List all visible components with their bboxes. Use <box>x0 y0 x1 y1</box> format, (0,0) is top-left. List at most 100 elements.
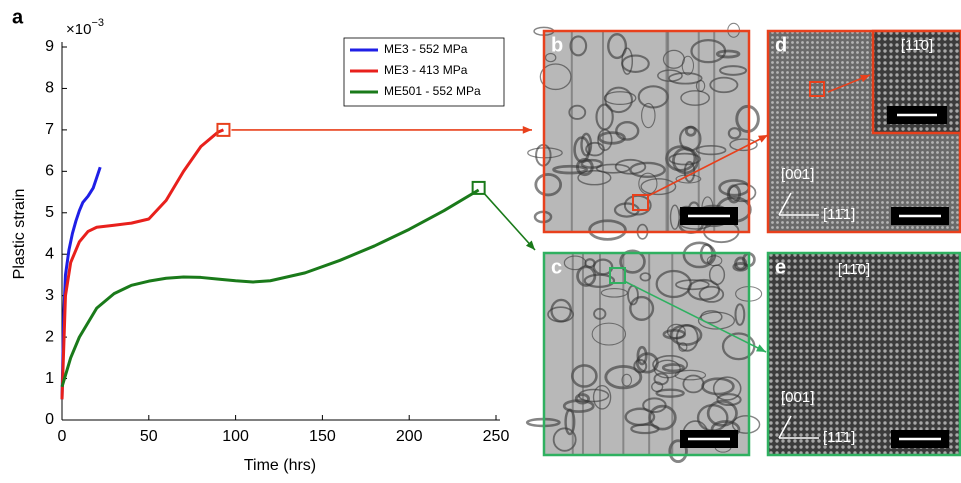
axis-arrow <box>778 192 792 216</box>
texture <box>697 311 736 330</box>
texture <box>595 163 631 174</box>
texture <box>682 241 717 269</box>
texture <box>735 104 760 133</box>
texture <box>642 397 667 414</box>
texture <box>578 388 610 403</box>
texture <box>657 69 683 82</box>
texture <box>709 76 739 94</box>
panel-border <box>542 251 751 457</box>
texture <box>674 369 707 381</box>
panel-border <box>542 29 751 234</box>
texture <box>675 324 699 352</box>
texture <box>621 54 650 73</box>
highlight-marker <box>471 180 486 195</box>
texture <box>629 295 655 321</box>
y-tick-label: 3 <box>45 287 54 304</box>
x-tick-label: 0 <box>58 428 67 445</box>
texture <box>573 136 591 163</box>
texture <box>607 33 628 60</box>
legend-label: ME501 - 552 MPa <box>384 84 481 98</box>
texture <box>629 161 666 179</box>
texture <box>597 128 613 151</box>
panel-label: e <box>775 256 786 278</box>
texture <box>544 52 557 63</box>
texture <box>619 249 646 274</box>
texture <box>576 265 597 287</box>
y-tick-label: 6 <box>45 163 54 180</box>
axis-label: [11̄1] <box>823 206 855 223</box>
arrow-head <box>525 240 535 250</box>
texture <box>630 423 660 435</box>
arrow-head <box>522 125 532 134</box>
highlight-marker <box>216 122 231 137</box>
arrow <box>647 134 769 197</box>
texture <box>550 298 573 323</box>
x-tick-label: 50 <box>140 428 158 445</box>
panel-label: b <box>551 34 563 56</box>
texture <box>591 322 627 346</box>
panel-border <box>766 251 961 457</box>
texture <box>655 269 692 299</box>
texture <box>728 183 757 203</box>
texture <box>715 49 741 59</box>
texture <box>668 439 688 464</box>
x-tick-label: 200 <box>396 428 423 445</box>
panel-label: c <box>551 256 562 278</box>
y-tick-label: 4 <box>45 245 54 262</box>
texture <box>732 261 749 272</box>
texture <box>652 355 689 375</box>
texture <box>661 363 685 373</box>
y-tick-label: 2 <box>45 328 54 345</box>
data-line <box>60 166 102 400</box>
x-tick-label: 150 <box>309 428 336 445</box>
inset-label: [11̄0] <box>901 37 933 54</box>
axis-label: [001] <box>781 166 814 183</box>
texture <box>731 415 761 434</box>
arrow-head <box>756 344 766 352</box>
texture <box>681 55 695 76</box>
texture <box>719 65 748 76</box>
texture <box>716 393 742 407</box>
texture <box>679 125 702 152</box>
axis-label: [11̄1] <box>823 429 855 446</box>
texture <box>698 285 725 303</box>
arrow <box>484 193 536 251</box>
x-tick-label: 100 <box>222 428 249 445</box>
texture <box>580 132 593 157</box>
texture <box>734 303 746 326</box>
region-marker <box>632 194 649 211</box>
texture <box>651 381 664 393</box>
y-scale: ×10−3 <box>66 17 104 38</box>
y-tick-label: 7 <box>45 121 54 138</box>
y-tick-label: 5 <box>45 204 54 221</box>
texture <box>678 342 688 352</box>
x-tick-label: 250 <box>483 428 510 445</box>
texture <box>568 104 587 120</box>
arrow-head <box>860 74 870 83</box>
panel-label: d <box>775 34 787 56</box>
texture <box>592 384 612 410</box>
arrow-head <box>758 135 768 143</box>
texture <box>729 138 758 152</box>
texture <box>552 164 588 175</box>
texture <box>604 86 633 114</box>
texture <box>577 169 612 186</box>
texture <box>708 264 726 286</box>
texture <box>695 144 727 156</box>
texture <box>552 427 577 452</box>
legend-label: ME3 - 552 MPa <box>384 42 468 56</box>
region-marker <box>809 81 825 97</box>
texture <box>655 388 685 398</box>
texture <box>614 158 647 175</box>
data-line <box>60 188 480 388</box>
texture <box>564 408 576 436</box>
texture <box>588 219 627 241</box>
texture <box>668 152 702 166</box>
texture <box>615 120 640 141</box>
figure-label: a <box>12 6 24 28</box>
texture <box>675 279 710 291</box>
y-tick-label: 1 <box>45 370 54 387</box>
texture <box>562 399 595 413</box>
texture <box>563 255 587 271</box>
region-marker <box>609 267 626 284</box>
